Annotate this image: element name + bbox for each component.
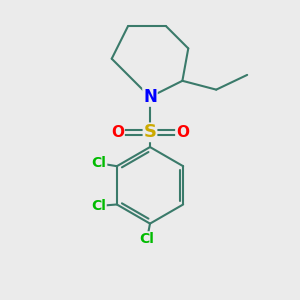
- Text: O: O: [176, 125, 189, 140]
- Text: Cl: Cl: [140, 232, 154, 246]
- Text: Cl: Cl: [92, 156, 106, 170]
- Text: Cl: Cl: [91, 199, 106, 213]
- Text: O: O: [111, 125, 124, 140]
- Text: S: S: [143, 123, 157, 141]
- Text: N: N: [143, 88, 157, 106]
